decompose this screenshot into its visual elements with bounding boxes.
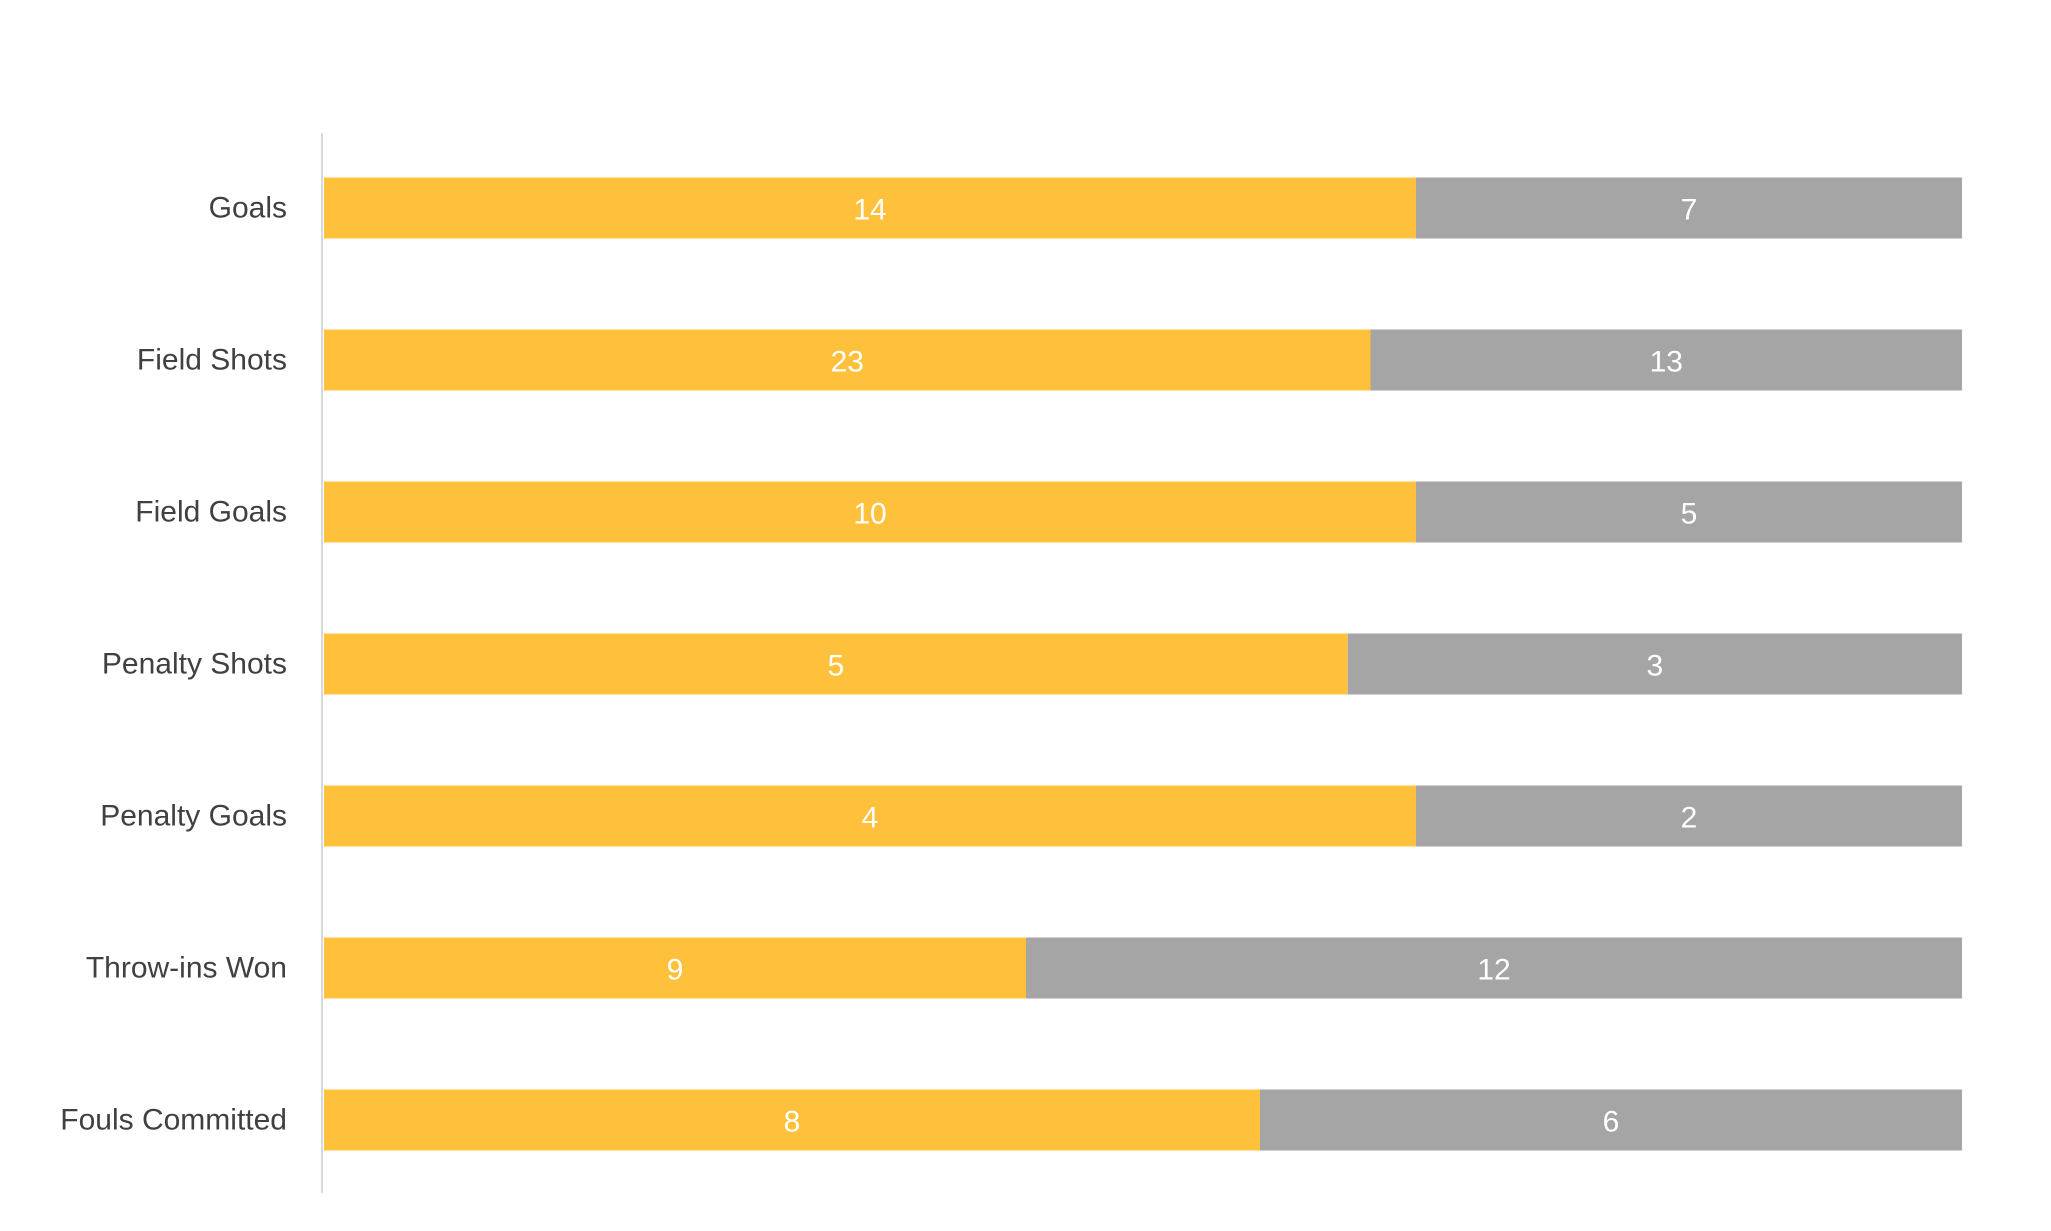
data-label-throw-ins-won-series-2: 12 [1477, 954, 1510, 987]
data-label-field-shots-series-2: 13 [1650, 346, 1683, 379]
data-label-throw-ins-won-series-1: 9 [667, 954, 684, 987]
category-label-fouls-committed: Fouls Committed [60, 1104, 287, 1137]
bar-goals-series-2 [1416, 177, 1962, 239]
category-label-field-shots: Field Shots [137, 344, 287, 377]
bars-layer [324, 177, 1962, 1151]
data-label-field-shots-series-1: 23 [831, 346, 864, 379]
category-label-penalty-goals: Penalty Goals [100, 800, 287, 833]
bar-throw-ins-won-series-2 [1026, 937, 1962, 999]
data-label-fouls-committed-series-2: 6 [1603, 1106, 1620, 1139]
bar-penalty-shots-series-1 [324, 633, 1348, 695]
category-label-throw-ins-won: Throw-ins Won [86, 952, 287, 985]
bar-goals-series-1 [324, 177, 1416, 239]
bar-penalty-shots-series-2 [1347, 633, 1962, 695]
data-label-goals-series-2: 7 [1681, 194, 1698, 227]
data-label-penalty-goals-series-1: 4 [862, 802, 879, 835]
category-label-penalty-shots: Penalty Shots [102, 648, 287, 681]
data-label-field-goals-series-1: 10 [853, 498, 886, 531]
bar-penalty-goals-series-1 [324, 785, 1416, 847]
bar-penalty-goals-series-2 [1416, 785, 1962, 847]
data-label-penalty-goals-series-2: 2 [1681, 802, 1698, 835]
category-label-goals: Goals [209, 192, 287, 225]
data-label-field-goals-series-2: 5 [1681, 498, 1698, 531]
bar-throw-ins-won-series-1 [324, 937, 1026, 999]
data-label-penalty-shots-series-2: 3 [1647, 650, 1664, 683]
bar-field-goals-series-1 [324, 481, 1416, 543]
data-label-penalty-shots-series-1: 5 [828, 650, 845, 683]
bar-fouls-committed-series-2 [1260, 1089, 1962, 1151]
bar-fouls-committed-series-1 [324, 1089, 1260, 1151]
category-label-field-goals: Field Goals [135, 496, 287, 529]
data-label-fouls-committed-series-1: 8 [784, 1106, 801, 1139]
bar-field-shots-series-1 [324, 329, 1371, 391]
data-label-goals-series-1: 14 [853, 194, 886, 227]
bar-field-shots-series-2 [1370, 329, 1962, 391]
bar-field-goals-series-2 [1416, 481, 1962, 543]
